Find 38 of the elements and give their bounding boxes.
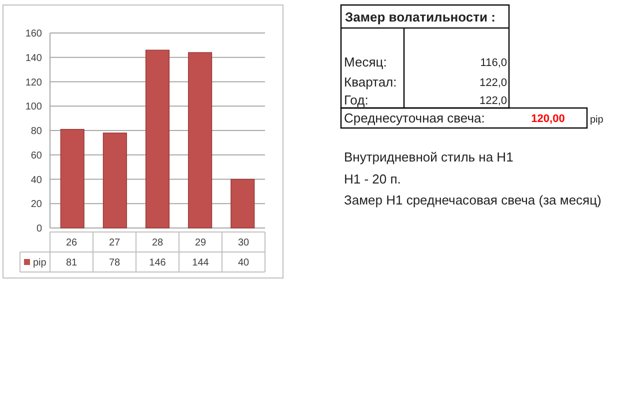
bar — [102, 132, 127, 228]
text: 122,0 — [479, 94, 507, 107]
y-tick-label: 120 — [25, 77, 42, 88]
y-tick-label: 20 — [30, 199, 42, 210]
x-tick-label: 28 — [152, 238, 164, 248]
bar — [145, 50, 170, 228]
y-tick-label: 100 — [25, 102, 42, 113]
x-tick-label: 26 — [66, 238, 78, 248]
text: 116,0 — [480, 56, 507, 69]
text: Год: — [344, 92, 368, 108]
y-tick-label: 40 — [30, 174, 42, 186]
legend-label: pip — [33, 258, 47, 268]
y-tick-label: 80 — [30, 126, 42, 137]
y-tick-label: 0 — [36, 224, 42, 234]
bar — [60, 128, 84, 228]
data-label: 146 — [149, 258, 166, 268]
bar — [230, 178, 255, 228]
data-label: 78 — [108, 258, 120, 268]
text: Замер волатильности : — [345, 10, 496, 25]
text: 120,00 — [531, 112, 565, 125]
text: Замер H1 среднечасовая свеча (за месяц) — [344, 192, 602, 208]
text: Квартал: — [344, 74, 397, 90]
text: Среднесуточная свеча: — [344, 110, 485, 126]
text: Внутридневной стиль на H1 — [344, 150, 514, 165]
text: 122,0 — [479, 76, 507, 89]
y-tick-label: 60 — [30, 150, 42, 162]
text: H1 - 20 п. — [344, 172, 401, 187]
y-tick-label: 140 — [25, 52, 42, 64]
x-tick-label: 29 — [194, 238, 206, 248]
data-label: 81 — [66, 258, 78, 268]
y-tick-label: 160 — [25, 28, 42, 40]
data-label: 40 — [238, 258, 250, 268]
bar — [188, 52, 212, 228]
x-tick-label: 30 — [238, 238, 250, 248]
data-label: 144 — [192, 258, 210, 268]
x-tick-label: 27 — [108, 238, 120, 248]
text: pip — [590, 114, 604, 126]
text: Месяц: — [344, 54, 387, 70]
